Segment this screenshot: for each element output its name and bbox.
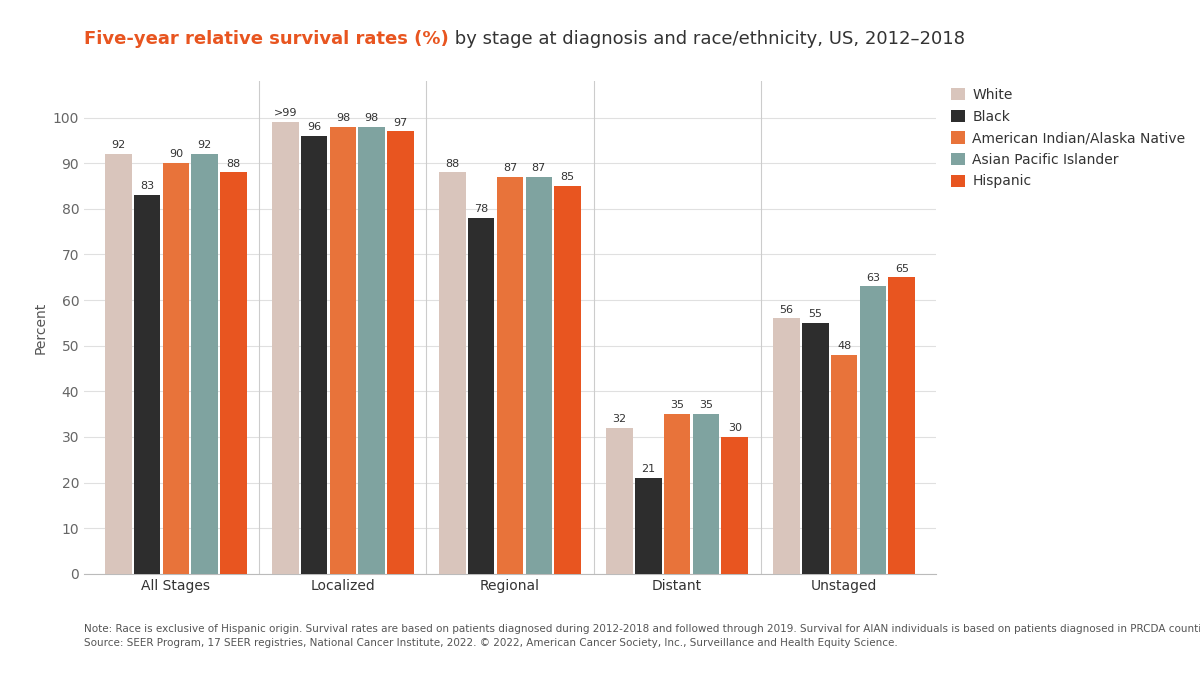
Text: by stage at diagnosis and race/ethnicity, US, 2012–2018: by stage at diagnosis and race/ethnicity…	[449, 30, 965, 49]
Bar	[692, 414, 719, 574]
Bar	[439, 172, 466, 574]
Text: 98: 98	[365, 113, 379, 123]
Bar	[888, 277, 916, 574]
Bar	[664, 414, 690, 574]
Text: 97: 97	[394, 117, 408, 128]
Text: 56: 56	[779, 304, 793, 315]
Bar	[221, 172, 247, 574]
Text: 83: 83	[140, 182, 154, 192]
Y-axis label: Percent: Percent	[34, 301, 47, 354]
Bar	[606, 428, 632, 574]
Text: 55: 55	[809, 309, 822, 319]
Bar	[635, 478, 661, 574]
Bar	[802, 323, 829, 574]
Bar	[162, 163, 190, 574]
Text: 21: 21	[641, 464, 655, 475]
Text: Source: SEER Program, 17 SEER registries, National Cancer Institute, 2022. © 202: Source: SEER Program, 17 SEER registries…	[84, 638, 898, 648]
Bar	[497, 177, 523, 574]
Text: 90: 90	[169, 149, 182, 159]
Text: 88: 88	[445, 159, 460, 169]
Legend: White, Black, American Indian/Alaska Native, Asian Pacific Islander, Hispanic: White, Black, American Indian/Alaska Nat…	[952, 88, 1186, 188]
Bar	[830, 355, 858, 574]
Text: 35: 35	[670, 400, 684, 410]
Bar	[330, 127, 356, 574]
Bar	[468, 218, 494, 574]
Bar	[272, 122, 299, 574]
Bar	[301, 136, 328, 574]
Text: 92: 92	[112, 140, 125, 151]
Bar	[859, 286, 887, 574]
Text: 87: 87	[532, 163, 546, 173]
Bar	[388, 131, 414, 574]
Text: Note: Race is exclusive of Hispanic origin. Survival rates are based on patients: Note: Race is exclusive of Hispanic orig…	[84, 624, 1200, 634]
Text: 85: 85	[560, 172, 575, 182]
Bar	[721, 437, 748, 574]
Bar	[526, 177, 552, 574]
Text: 88: 88	[227, 159, 241, 169]
Bar	[554, 186, 581, 574]
Text: >99: >99	[274, 109, 296, 118]
Text: 30: 30	[727, 423, 742, 433]
Text: 65: 65	[895, 263, 908, 273]
Bar	[104, 154, 132, 574]
Text: 98: 98	[336, 113, 350, 123]
Bar	[191, 154, 218, 574]
Bar	[773, 318, 799, 574]
Text: 78: 78	[474, 205, 488, 214]
Text: 92: 92	[198, 140, 212, 151]
Bar	[133, 195, 161, 574]
Text: 32: 32	[612, 414, 626, 424]
Text: Five-year relative survival rates (%): Five-year relative survival rates (%)	[84, 30, 449, 49]
Text: 63: 63	[866, 273, 880, 283]
Text: 96: 96	[307, 122, 322, 132]
Text: 48: 48	[836, 341, 851, 351]
Bar	[359, 127, 385, 574]
Text: 35: 35	[698, 400, 713, 410]
Text: 87: 87	[503, 163, 517, 173]
